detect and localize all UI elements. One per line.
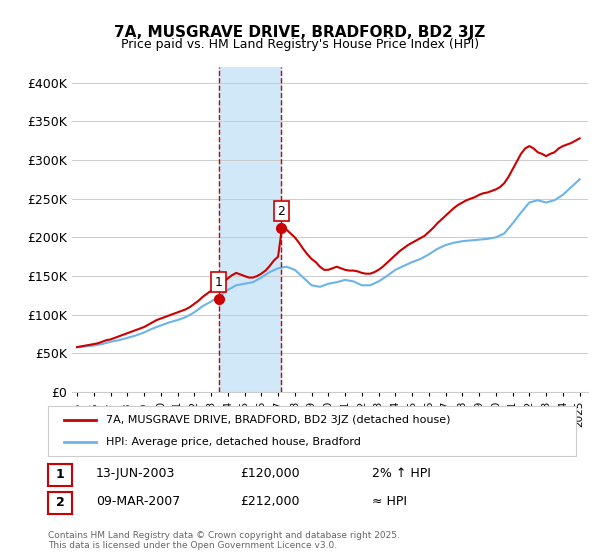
Text: HPI: Average price, detached house, Bradford: HPI: Average price, detached house, Brad… — [106, 437, 361, 447]
Text: 1: 1 — [215, 276, 223, 289]
Text: £120,000: £120,000 — [240, 466, 299, 480]
Text: 2% ↑ HPI: 2% ↑ HPI — [372, 466, 431, 480]
Text: 13-JUN-2003: 13-JUN-2003 — [96, 466, 175, 480]
Text: ≈ HPI: ≈ HPI — [372, 494, 407, 508]
Text: 2: 2 — [56, 496, 64, 510]
Text: £212,000: £212,000 — [240, 494, 299, 508]
Text: 09-MAR-2007: 09-MAR-2007 — [96, 494, 180, 508]
Text: 1: 1 — [56, 468, 64, 482]
Text: Contains HM Land Registry data © Crown copyright and database right 2025.
This d: Contains HM Land Registry data © Crown c… — [48, 531, 400, 550]
Bar — [218, 67, 281, 392]
Text: Price paid vs. HM Land Registry's House Price Index (HPI): Price paid vs. HM Land Registry's House … — [121, 38, 479, 51]
Text: 2: 2 — [277, 204, 285, 217]
Text: 7A, MUSGRAVE DRIVE, BRADFORD, BD2 3JZ: 7A, MUSGRAVE DRIVE, BRADFORD, BD2 3JZ — [115, 25, 485, 40]
Text: 7A, MUSGRAVE DRIVE, BRADFORD, BD2 3JZ (detached house): 7A, MUSGRAVE DRIVE, BRADFORD, BD2 3JZ (d… — [106, 415, 451, 425]
